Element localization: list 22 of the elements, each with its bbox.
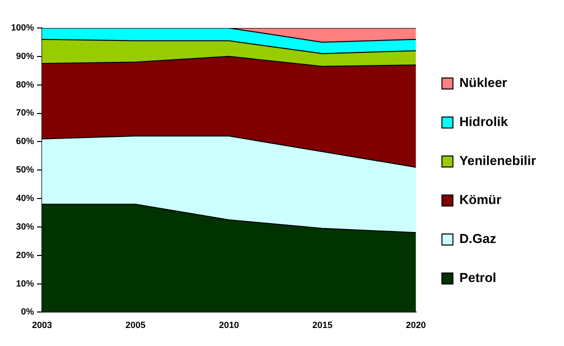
y-tick-label: 70% xyxy=(16,108,34,118)
x-tick-label: 2010 xyxy=(218,320,239,330)
x-tick-label: 2003 xyxy=(32,320,52,330)
y-tick-label: 60% xyxy=(16,136,34,146)
y-tick-label: 50% xyxy=(16,164,34,175)
y-tick-label: 10% xyxy=(16,278,34,288)
y-tick-label: 30% xyxy=(16,221,34,232)
legend-label: Kömür xyxy=(459,192,502,208)
y-tick-label: 90% xyxy=(16,50,34,61)
y-tick-label: 40% xyxy=(16,193,34,204)
x-tick-label: 2015 xyxy=(312,320,332,330)
legend-label: Nükleer xyxy=(459,75,508,90)
y-tick-label: 80% xyxy=(16,79,34,90)
y-tick-label: 20% xyxy=(16,250,34,260)
y-tick-label: 100% xyxy=(10,22,34,32)
legend-label: Yenilenebilir xyxy=(459,153,536,168)
x-tick-label: 2020 xyxy=(406,320,426,330)
legend-label: D.Gaz xyxy=(459,231,497,246)
legend-label: Petrol xyxy=(459,270,496,286)
x-tick-label: 2005 xyxy=(125,320,146,330)
legend-label: Hidrolik xyxy=(459,114,509,130)
y-tick-label: 0% xyxy=(21,306,34,317)
